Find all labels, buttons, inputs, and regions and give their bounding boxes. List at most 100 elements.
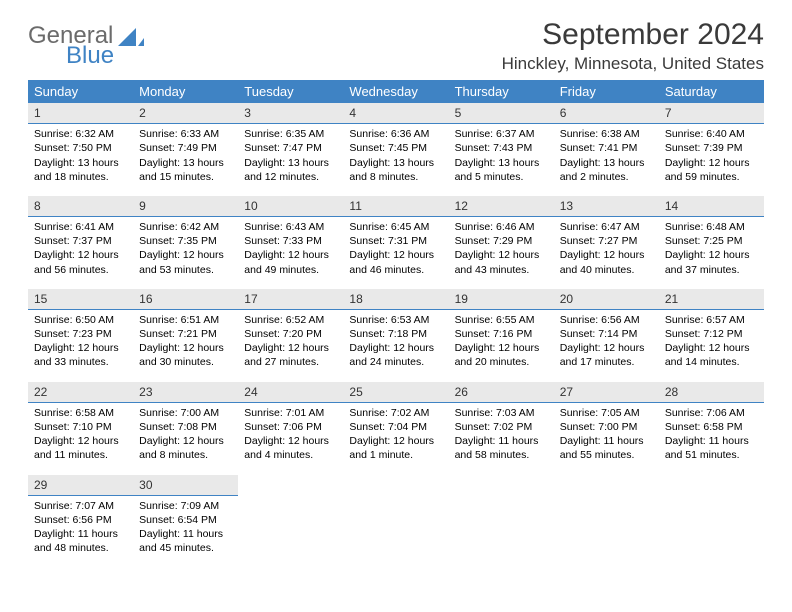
daylight-line: Daylight: 12 hours and 20 minutes. bbox=[455, 341, 548, 369]
sunset-line: Sunset: 7:10 PM bbox=[34, 420, 127, 434]
calendar-cell: 9Sunrise: 6:42 AMSunset: 7:35 PMDaylight… bbox=[133, 193, 238, 286]
daylight-line: Daylight: 13 hours and 12 minutes. bbox=[244, 156, 337, 184]
day-body: Sunrise: 7:02 AMSunset: 7:04 PMDaylight:… bbox=[343, 403, 448, 469]
daylight-line: Daylight: 12 hours and 8 minutes. bbox=[139, 434, 232, 462]
day-body: Sunrise: 6:58 AMSunset: 7:10 PMDaylight:… bbox=[28, 403, 133, 469]
daylight-line: Daylight: 11 hours and 51 minutes. bbox=[665, 434, 758, 462]
weekday-header: Friday bbox=[554, 80, 659, 103]
daylight-line: Daylight: 12 hours and 24 minutes. bbox=[349, 341, 442, 369]
daylight-line: Daylight: 12 hours and 27 minutes. bbox=[244, 341, 337, 369]
calendar-week-row: 1Sunrise: 6:32 AMSunset: 7:50 PMDaylight… bbox=[28, 103, 764, 193]
calendar-cell: 23Sunrise: 7:00 AMSunset: 7:08 PMDayligh… bbox=[133, 379, 238, 472]
sunrise-line: Sunrise: 6:41 AM bbox=[34, 220, 127, 234]
calendar-week-row: 8Sunrise: 6:41 AMSunset: 7:37 PMDaylight… bbox=[28, 193, 764, 286]
sunrise-line: Sunrise: 6:45 AM bbox=[349, 220, 442, 234]
calendar-cell: 22Sunrise: 6:58 AMSunset: 7:10 PMDayligh… bbox=[28, 379, 133, 472]
weekday-header: Monday bbox=[133, 80, 238, 103]
day-body: Sunrise: 7:09 AMSunset: 6:54 PMDaylight:… bbox=[133, 496, 238, 562]
daylight-line: Daylight: 12 hours and 14 minutes. bbox=[665, 341, 758, 369]
day-body: Sunrise: 6:46 AMSunset: 7:29 PMDaylight:… bbox=[449, 217, 554, 283]
day-body: Sunrise: 7:06 AMSunset: 6:58 PMDaylight:… bbox=[659, 403, 764, 469]
calendar-cell: 28Sunrise: 7:06 AMSunset: 6:58 PMDayligh… bbox=[659, 379, 764, 472]
day-number: 13 bbox=[554, 196, 659, 217]
sunset-line: Sunset: 7:20 PM bbox=[244, 327, 337, 341]
day-body: Sunrise: 6:32 AMSunset: 7:50 PMDaylight:… bbox=[28, 124, 133, 190]
sunrise-line: Sunrise: 7:02 AM bbox=[349, 406, 442, 420]
day-body: Sunrise: 6:51 AMSunset: 7:21 PMDaylight:… bbox=[133, 310, 238, 376]
day-number: 10 bbox=[238, 196, 343, 217]
calendar-body: 1Sunrise: 6:32 AMSunset: 7:50 PMDaylight… bbox=[28, 103, 764, 564]
calendar-cell: 30Sunrise: 7:09 AMSunset: 6:54 PMDayligh… bbox=[133, 472, 238, 565]
sunrise-line: Sunrise: 6:53 AM bbox=[349, 313, 442, 327]
sunrise-line: Sunrise: 6:35 AM bbox=[244, 127, 337, 141]
day-body: Sunrise: 6:36 AMSunset: 7:45 PMDaylight:… bbox=[343, 124, 448, 190]
sunrise-line: Sunrise: 6:43 AM bbox=[244, 220, 337, 234]
day-number: 4 bbox=[343, 103, 448, 124]
day-body: Sunrise: 6:56 AMSunset: 7:14 PMDaylight:… bbox=[554, 310, 659, 376]
day-number: 22 bbox=[28, 382, 133, 403]
day-body: Sunrise: 6:53 AMSunset: 7:18 PMDaylight:… bbox=[343, 310, 448, 376]
sunrise-line: Sunrise: 6:40 AM bbox=[665, 127, 758, 141]
sunset-line: Sunset: 6:58 PM bbox=[665, 420, 758, 434]
sunrise-line: Sunrise: 6:36 AM bbox=[349, 127, 442, 141]
sunset-line: Sunset: 7:21 PM bbox=[139, 327, 232, 341]
sunrise-line: Sunrise: 7:07 AM bbox=[34, 499, 127, 513]
sunrise-line: Sunrise: 6:33 AM bbox=[139, 127, 232, 141]
day-number: 5 bbox=[449, 103, 554, 124]
daylight-line: Daylight: 13 hours and 5 minutes. bbox=[455, 156, 548, 184]
weekday-header: Wednesday bbox=[343, 80, 448, 103]
calendar-cell: 2Sunrise: 6:33 AMSunset: 7:49 PMDaylight… bbox=[133, 103, 238, 193]
calendar-cell bbox=[238, 472, 343, 565]
daylight-line: Daylight: 12 hours and 33 minutes. bbox=[34, 341, 127, 369]
calendar-cell: 29Sunrise: 7:07 AMSunset: 6:56 PMDayligh… bbox=[28, 472, 133, 565]
calendar-week-row: 22Sunrise: 6:58 AMSunset: 7:10 PMDayligh… bbox=[28, 379, 764, 472]
sunrise-line: Sunrise: 6:48 AM bbox=[665, 220, 758, 234]
day-number: 12 bbox=[449, 196, 554, 217]
daylight-line: Daylight: 12 hours and 17 minutes. bbox=[560, 341, 653, 369]
calendar-cell: 24Sunrise: 7:01 AMSunset: 7:06 PMDayligh… bbox=[238, 379, 343, 472]
daylight-line: Daylight: 12 hours and 43 minutes. bbox=[455, 248, 548, 276]
calendar-cell: 19Sunrise: 6:55 AMSunset: 7:16 PMDayligh… bbox=[449, 286, 554, 379]
logo: General Blue bbox=[28, 18, 144, 68]
calendar-cell: 27Sunrise: 7:05 AMSunset: 7:00 PMDayligh… bbox=[554, 379, 659, 472]
day-number: 19 bbox=[449, 289, 554, 310]
sunset-line: Sunset: 7:33 PM bbox=[244, 234, 337, 248]
calendar-week-row: 29Sunrise: 7:07 AMSunset: 6:56 PMDayligh… bbox=[28, 472, 764, 565]
calendar-cell bbox=[554, 472, 659, 565]
day-number: 23 bbox=[133, 382, 238, 403]
sunrise-line: Sunrise: 7:03 AM bbox=[455, 406, 548, 420]
day-number: 18 bbox=[343, 289, 448, 310]
sunrise-line: Sunrise: 6:42 AM bbox=[139, 220, 232, 234]
calendar-cell: 26Sunrise: 7:03 AMSunset: 7:02 PMDayligh… bbox=[449, 379, 554, 472]
day-number: 7 bbox=[659, 103, 764, 124]
day-body: Sunrise: 6:37 AMSunset: 7:43 PMDaylight:… bbox=[449, 124, 554, 190]
calendar-cell: 16Sunrise: 6:51 AMSunset: 7:21 PMDayligh… bbox=[133, 286, 238, 379]
day-number: 15 bbox=[28, 289, 133, 310]
logo-sail-icon bbox=[118, 28, 144, 48]
sunrise-line: Sunrise: 6:37 AM bbox=[455, 127, 548, 141]
day-body: Sunrise: 6:35 AMSunset: 7:47 PMDaylight:… bbox=[238, 124, 343, 190]
day-body: Sunrise: 7:05 AMSunset: 7:00 PMDaylight:… bbox=[554, 403, 659, 469]
daylight-line: Daylight: 13 hours and 15 minutes. bbox=[139, 156, 232, 184]
calendar-cell bbox=[449, 472, 554, 565]
sunset-line: Sunset: 7:14 PM bbox=[560, 327, 653, 341]
sunrise-line: Sunrise: 6:51 AM bbox=[139, 313, 232, 327]
sunset-line: Sunset: 6:54 PM bbox=[139, 513, 232, 527]
sunset-line: Sunset: 7:00 PM bbox=[560, 420, 653, 434]
sunrise-line: Sunrise: 6:57 AM bbox=[665, 313, 758, 327]
day-number: 17 bbox=[238, 289, 343, 310]
day-body: Sunrise: 6:33 AMSunset: 7:49 PMDaylight:… bbox=[133, 124, 238, 190]
daylight-line: Daylight: 12 hours and 46 minutes. bbox=[349, 248, 442, 276]
weekday-header: Thursday bbox=[449, 80, 554, 103]
sunset-line: Sunset: 7:29 PM bbox=[455, 234, 548, 248]
calendar-table: SundayMondayTuesdayWednesdayThursdayFrid… bbox=[28, 80, 764, 567]
day-number: 14 bbox=[659, 196, 764, 217]
sunrise-line: Sunrise: 6:52 AM bbox=[244, 313, 337, 327]
sunset-line: Sunset: 7:45 PM bbox=[349, 141, 442, 155]
day-number: 6 bbox=[554, 103, 659, 124]
day-body: Sunrise: 7:01 AMSunset: 7:06 PMDaylight:… bbox=[238, 403, 343, 469]
logo-word2: Blue bbox=[66, 44, 114, 68]
daylight-line: Daylight: 12 hours and 53 minutes. bbox=[139, 248, 232, 276]
sunrise-line: Sunrise: 6:50 AM bbox=[34, 313, 127, 327]
sunset-line: Sunset: 7:37 PM bbox=[34, 234, 127, 248]
